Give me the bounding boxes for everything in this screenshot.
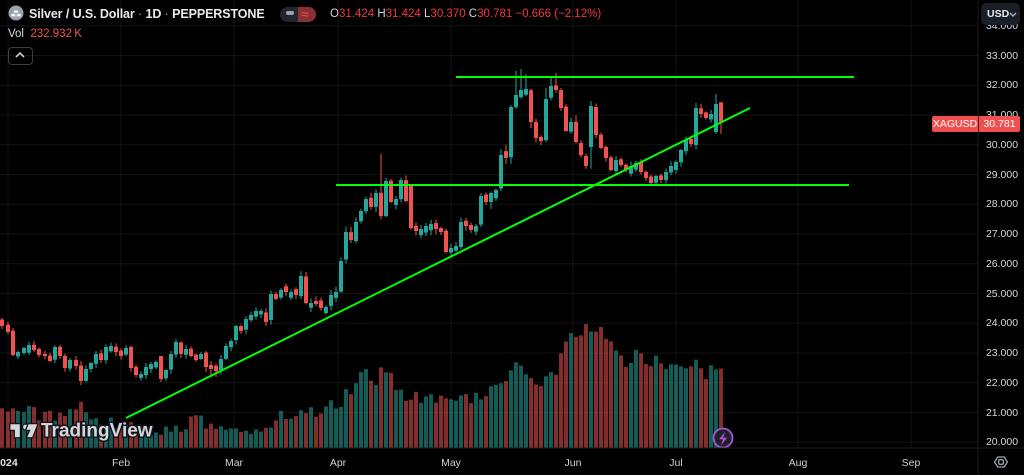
svg-text:TradingView: TradingView (41, 421, 153, 442)
